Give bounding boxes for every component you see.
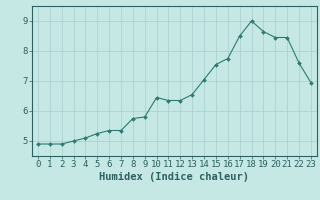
X-axis label: Humidex (Indice chaleur): Humidex (Indice chaleur) (100, 172, 249, 182)
